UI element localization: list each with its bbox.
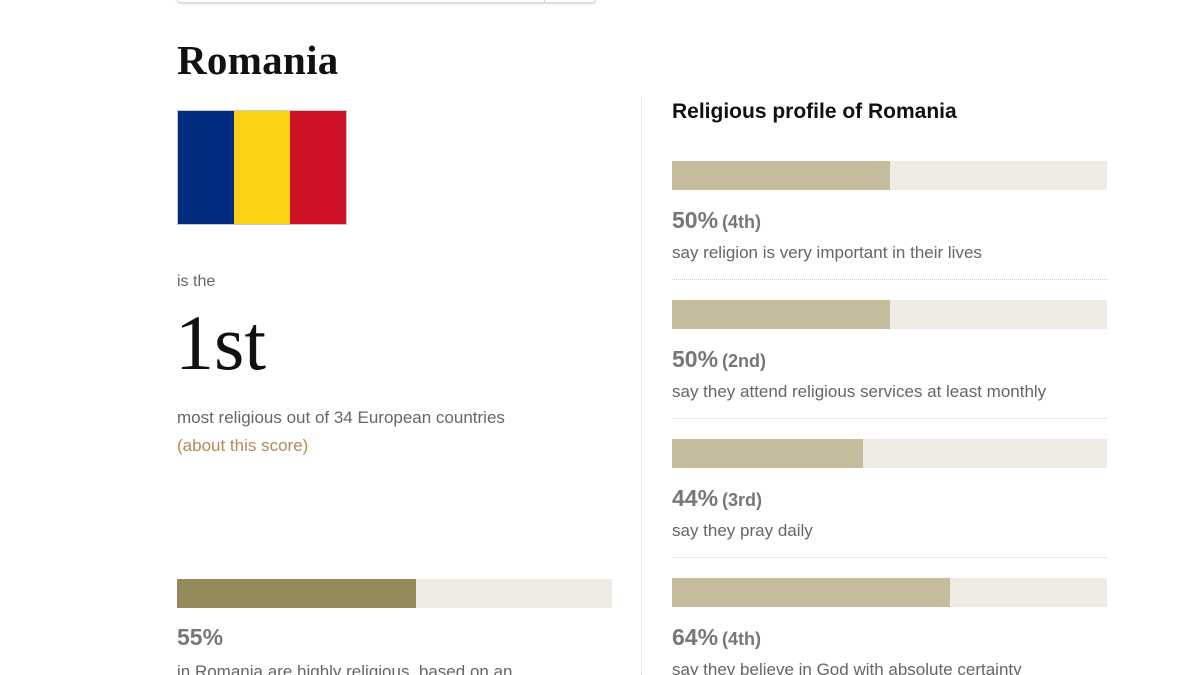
metric-percent: 50% (672, 207, 719, 233)
metric-bar-fill (672, 161, 890, 190)
metric-description: say religion is very important in their … (672, 243, 982, 262)
metric-rank: (2nd) (722, 351, 767, 371)
metric-percent: 64% (672, 624, 719, 650)
metric-rank: (4th) (722, 212, 762, 232)
metric-description: say they attend religious services at le… (672, 382, 1047, 401)
country-search-box[interactable] (177, 0, 596, 3)
metric-bar (672, 300, 1107, 329)
flag-stripe-yellow (234, 111, 290, 224)
metric-separator (672, 557, 1107, 558)
metric-description: say they believe in God with absolute ce… (672, 660, 1022, 675)
metric-bar (672, 439, 1107, 468)
flag-stripe-blue (178, 111, 234, 224)
metric-belief-in-god: 64% (4th) say they believe in God with ab… (672, 578, 1107, 675)
flag-stripe-red (290, 111, 346, 224)
rank-prefix: is the (177, 273, 216, 290)
metric-bar-fill (672, 578, 951, 607)
profile-title: Religious profile of Romania (672, 100, 957, 123)
metric-description: say they pray daily (672, 521, 813, 540)
metric-separator (672, 418, 1107, 419)
metric-value-line: 50% (4th) (672, 207, 1107, 235)
rank-value: 1st (175, 299, 267, 386)
country-title: Romania (177, 37, 339, 83)
metric-bar-fill (672, 300, 890, 329)
column-divider (641, 96, 642, 675)
metric-daily-prayer: 44% (3rd) say they pray daily (672, 439, 1107, 558)
metric-religion-importance: 50% (4th) say religion is very important … (672, 161, 1107, 280)
metric-bar (672, 161, 1107, 190)
metric-percent: 44% (672, 485, 719, 511)
metric-value-line: 50% (2nd) (672, 346, 1107, 374)
metric-bar (672, 578, 1107, 607)
romania-flag-icon (177, 110, 347, 225)
metric-percent: 50% (672, 346, 719, 372)
metric-separator (672, 279, 1107, 280)
summary-description: in Romania are highly religious, based o… (177, 662, 513, 675)
metric-value-line: 44% (3rd) (672, 485, 1107, 513)
summary-bar-fill (177, 579, 417, 608)
summary-bar (177, 579, 612, 608)
metric-rank: (4th) (722, 629, 762, 649)
rank-description: most religious out of 34 European countr… (177, 408, 505, 427)
metric-value-line: 64% (4th) (672, 624, 1107, 652)
summary-percent: 55% (177, 624, 224, 650)
about-score-link[interactable]: (about this score) (177, 436, 309, 455)
search-box-divider (544, 0, 545, 2)
metric-service-attendance: 50% (2nd) say they attend religious servi… (672, 300, 1107, 419)
metric-bar-fill (672, 439, 864, 468)
metric-rank: (3rd) (722, 490, 763, 510)
